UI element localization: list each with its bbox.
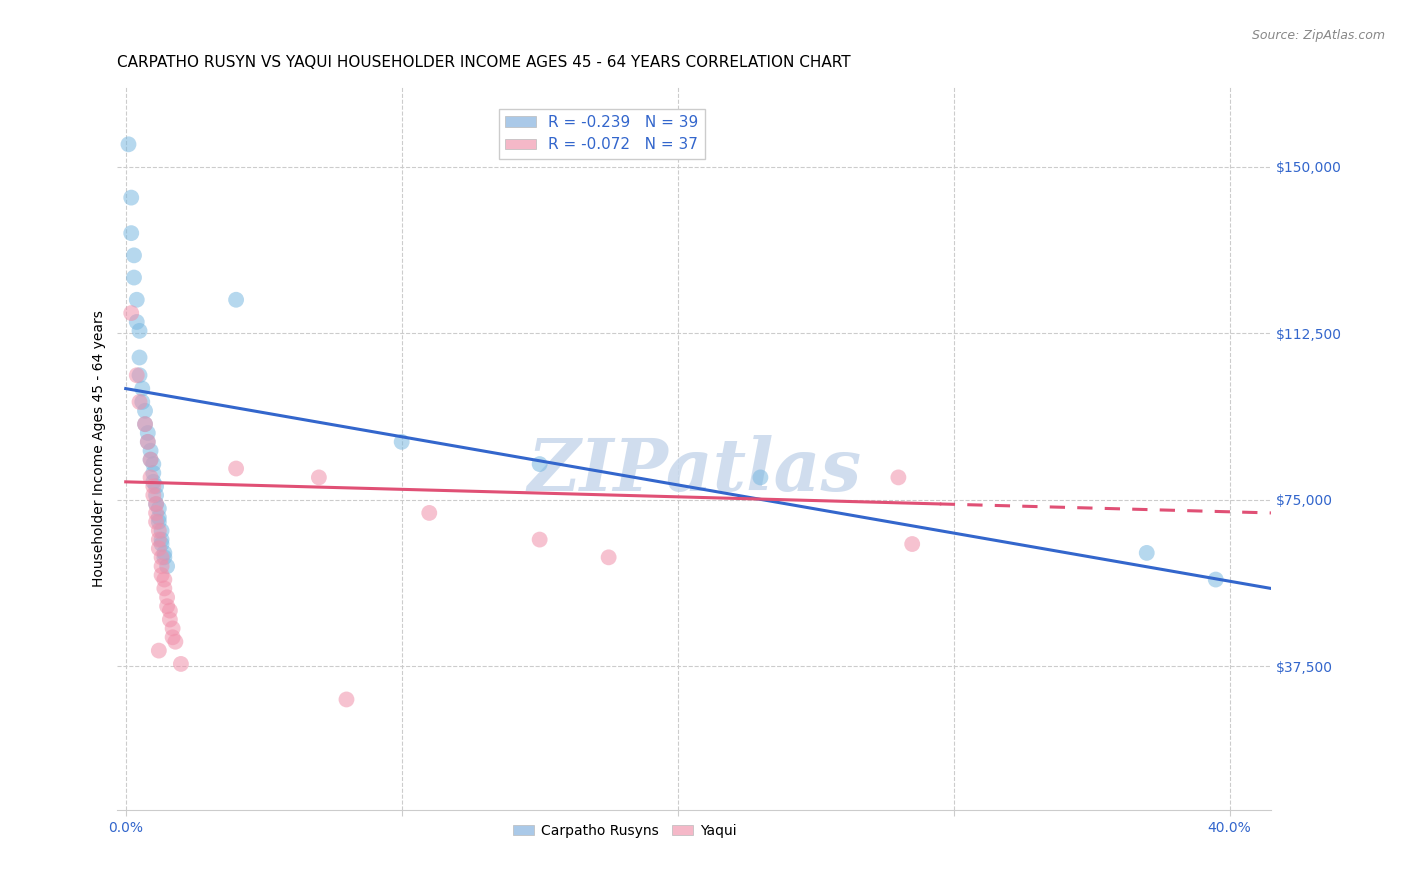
Point [901, 537, 924, 551]
Point [153, 550, 176, 565]
Point [1136, 546, 1159, 560]
Point [156, 591, 179, 605]
Point [148, 510, 170, 524]
Point [136, 434, 159, 449]
Point [134, 404, 156, 418]
Point [887, 470, 910, 484]
Point [529, 457, 551, 471]
Point [225, 293, 247, 307]
Point [148, 515, 170, 529]
Point [120, 306, 142, 320]
Point [145, 488, 167, 502]
Point [153, 582, 176, 596]
Point [120, 226, 142, 240]
Point [142, 479, 165, 493]
Y-axis label: Householder Income Ages 45 - 64 years: Householder Income Ages 45 - 64 years [93, 310, 107, 587]
Point [150, 559, 173, 574]
Point [150, 533, 173, 547]
Point [145, 506, 167, 520]
Point [335, 692, 357, 706]
Point [148, 643, 170, 657]
Point [139, 443, 162, 458]
Text: CARPATHO RUSYN VS YAQUI HOUSEHOLDER INCOME AGES 45 - 64 YEARS CORRELATION CHART: CARPATHO RUSYN VS YAQUI HOUSEHOLDER INCO… [118, 55, 851, 70]
Point [145, 497, 167, 511]
Point [529, 533, 551, 547]
Point [142, 457, 165, 471]
Point [150, 524, 173, 538]
Point [749, 470, 772, 484]
Point [134, 417, 156, 431]
Point [128, 395, 150, 409]
Point [150, 537, 173, 551]
Point [150, 568, 173, 582]
Point [128, 368, 150, 383]
Point [1205, 573, 1227, 587]
Point [308, 470, 330, 484]
Point [134, 417, 156, 431]
Point [145, 479, 167, 493]
Point [148, 524, 170, 538]
Point [145, 515, 167, 529]
Text: Source: ZipAtlas.com: Source: ZipAtlas.com [1251, 29, 1385, 42]
Point [148, 501, 170, 516]
Point [128, 324, 150, 338]
Point [148, 541, 170, 556]
Point [136, 425, 159, 440]
Point [136, 434, 159, 449]
Point [148, 533, 170, 547]
Point [139, 470, 162, 484]
Text: ZIPatlas: ZIPatlas [527, 434, 862, 506]
Point [165, 634, 187, 648]
Point [150, 550, 173, 565]
Point [142, 475, 165, 489]
Point [391, 434, 413, 449]
Point [142, 466, 165, 480]
Point [159, 604, 181, 618]
Point [131, 395, 153, 409]
Point [225, 461, 247, 475]
Point [156, 559, 179, 574]
Point [598, 550, 620, 565]
Point [159, 613, 181, 627]
Point [145, 497, 167, 511]
Legend: Carpatho Rusyns, Yaqui: Carpatho Rusyns, Yaqui [508, 818, 742, 843]
Point [162, 621, 184, 635]
Point [162, 630, 184, 644]
Point [170, 657, 193, 671]
Point [128, 351, 150, 365]
Point [122, 248, 145, 262]
Point [153, 546, 176, 560]
Point [139, 452, 162, 467]
Point [117, 137, 139, 152]
Point [125, 293, 148, 307]
Point [131, 382, 153, 396]
Point [156, 599, 179, 614]
Point [142, 488, 165, 502]
Point [125, 315, 148, 329]
Point [139, 452, 162, 467]
Point [125, 368, 148, 383]
Point [418, 506, 440, 520]
Point [122, 270, 145, 285]
Point [153, 573, 176, 587]
Point [120, 191, 142, 205]
